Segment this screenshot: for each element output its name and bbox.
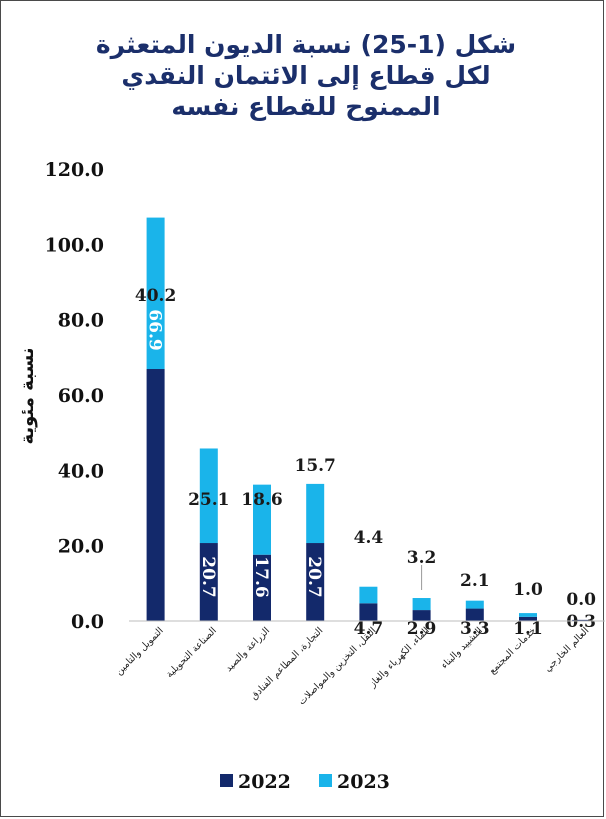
x-category-label: العالم الخارجي [542, 625, 591, 674]
x-category-label: الزراعة والصيد [223, 625, 272, 674]
y-tick-label: 120.0 [45, 159, 105, 181]
bar-segment-2023 [519, 613, 537, 617]
legend-swatch-2023 [319, 774, 332, 787]
bar-segment-2023 [253, 484, 271, 555]
y-tick-label: 60.0 [58, 385, 104, 407]
data-labels: 66.9 40.2 20.7 25.1 17.6 18.6 20.7 15.7 4.7 4.4 2.… [135, 286, 596, 639]
legend-label-2022: 2022 [238, 771, 291, 793]
data-label-2022: 2.9 [407, 619, 437, 639]
bar-segment-2022 [572, 619, 591, 621]
legend: 2022 2023 [220, 771, 390, 793]
bar-segment-2023 [412, 598, 431, 611]
y-tick-label: 80.0 [58, 310, 104, 332]
y-axis-title: نسبة مئوية [17, 347, 38, 444]
data-label-2023: 3.2 [407, 548, 437, 568]
legend-swatch-2022 [220, 774, 233, 787]
bar-segment-2022 [412, 610, 431, 621]
data-label-2022: 20.7 [304, 556, 324, 597]
data-label-2022: 66.9 [145, 309, 165, 350]
bar-segment-2023 [359, 586, 378, 604]
bar-segment-2022 [253, 554, 271, 621]
label-leader-lines [421, 565, 423, 590]
bar-segment-2022 [359, 603, 378, 621]
x-category-label: الصناعة التحويلية [164, 625, 219, 680]
bar-segment-2022 [465, 608, 484, 621]
bar-segment-2022 [306, 543, 325, 621]
data-label-2023: 1.0 [513, 580, 543, 600]
data-label-2023: 25.1 [188, 490, 229, 510]
y-tick-label: 100.0 [45, 234, 105, 256]
data-label-2023: 0.0 [566, 590, 596, 610]
bar-segment-2022 [146, 369, 165, 621]
bar-segment-2022 [199, 543, 218, 621]
y-tick-label: 40.0 [58, 460, 104, 482]
legend-label-2023: 2023 [337, 771, 390, 793]
data-label-2023: 2.1 [460, 571, 490, 591]
data-label-2023: 18.6 [241, 490, 282, 510]
data-label-2022: 17.6 [251, 556, 271, 597]
bar-segment-2022 [519, 616, 537, 621]
data-label-2022: 20.7 [198, 556, 218, 597]
data-label-2022: 3.3 [460, 619, 490, 639]
bar-segment-2023 [199, 448, 218, 544]
data-label-2022: 1.1 [513, 619, 543, 639]
data-label-2023: 15.7 [294, 456, 335, 476]
bars [146, 217, 591, 621]
chart-title: شكل (1-25) نسبة الديون المتعثرة لكل قطاع… [95, 30, 517, 121]
y-tick-label: 20.0 [58, 536, 104, 558]
y-axis-ticks: 0.0 20.0 40.0 60.0 80.0 100.0 120.0 [45, 159, 105, 633]
y-tick-label: 0.0 [71, 611, 104, 633]
bar-segment-2023 [146, 217, 165, 370]
data-label-2022: 4.7 [354, 619, 384, 639]
data-label-2022: 0.3 [566, 612, 596, 632]
data-label-2023: 40.2 [135, 286, 176, 306]
x-category-label: التمويل والتامين [114, 625, 166, 677]
bar-segment-2023 [306, 483, 325, 544]
bar-segment-2023 [465, 600, 484, 609]
data-label-2023: 4.4 [354, 528, 384, 548]
